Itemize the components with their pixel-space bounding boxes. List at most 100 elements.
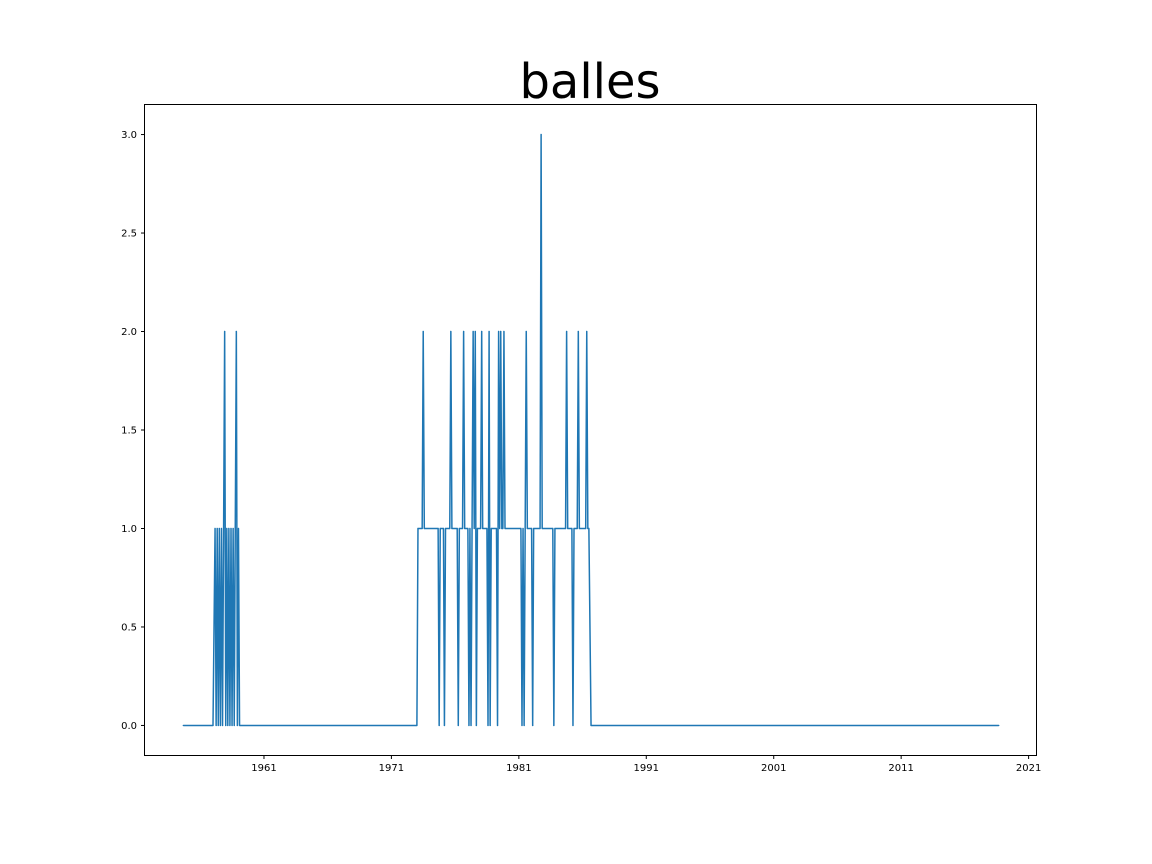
x-tick-label: 1971: [379, 763, 404, 774]
data-point: [216, 527, 218, 530]
y-tick-label: 1.5: [121, 426, 137, 437]
data-point: [221, 724, 224, 727]
data-point: [573, 527, 575, 530]
data-point: [480, 527, 482, 530]
data-point: [421, 527, 423, 530]
data-point: [224, 330, 226, 333]
x-axis: 1961 1971 1981 1991 2001 2011 2021: [251, 755, 1041, 774]
x-tick-label: 1981: [506, 763, 531, 774]
data-point: [523, 724, 525, 727]
x-tick-label: 2021: [1016, 763, 1041, 774]
data-point: [422, 330, 424, 333]
data-point: [233, 724, 235, 727]
data-point: [443, 724, 446, 727]
data-point: [541, 527, 543, 530]
data-point: [578, 527, 580, 530]
data-point: [552, 527, 554, 530]
data-point: [231, 724, 233, 727]
data-point: [450, 330, 452, 333]
data-point: [499, 527, 501, 530]
data-point: [553, 724, 555, 727]
data-point: [417, 527, 419, 530]
data-point: [226, 527, 228, 530]
data-point: [475, 724, 477, 727]
data-point: [572, 724, 574, 727]
data-point: [469, 527, 471, 530]
y-tick-label: 3.0: [121, 130, 137, 141]
data-point: [214, 527, 216, 530]
data-point: [444, 527, 447, 530]
data-point: [586, 330, 588, 333]
data-point: [464, 527, 466, 530]
data-point: [456, 527, 458, 530]
data-point: [471, 527, 473, 530]
data-point: [223, 527, 225, 530]
data-point: [473, 527, 475, 530]
y-tick-label: 2.0: [121, 327, 137, 338]
data-point: [487, 724, 489, 727]
data-point: [416, 724, 418, 727]
data-point: [566, 330, 568, 333]
data-point: [232, 527, 234, 530]
data-point: [521, 724, 523, 727]
data-point: [461, 527, 464, 530]
data-point: [496, 724, 499, 727]
data-point: [215, 724, 217, 727]
data-point: [470, 724, 472, 727]
data-point: [503, 330, 505, 333]
y-tick-label: 2.5: [121, 229, 137, 240]
data-point: [571, 527, 573, 530]
data-point: [227, 724, 229, 727]
data-point: [476, 527, 478, 530]
data-point: [218, 527, 220, 530]
data-point: [225, 724, 227, 727]
data-point: [490, 527, 492, 530]
chart-title: balles: [519, 54, 660, 110]
data-point: [439, 527, 441, 530]
series-layer: [182, 133, 1000, 727]
data-point: [525, 330, 527, 333]
data-point: [564, 527, 567, 530]
data-point: [532, 724, 534, 727]
data-point: [230, 527, 232, 530]
data-point: [229, 724, 231, 727]
data-point: [463, 330, 465, 333]
data-point: [442, 527, 445, 530]
data-point: [451, 527, 453, 530]
data-point: [539, 527, 541, 530]
data-point: [498, 330, 500, 333]
data-point: [458, 527, 460, 530]
data-point: [423, 527, 425, 530]
data-point: [520, 527, 522, 530]
series-line: [183, 133, 999, 727]
data-point: [237, 527, 240, 530]
y-tick-label: 0.0: [121, 721, 137, 732]
data-point: [486, 527, 488, 530]
data-point: [217, 724, 219, 727]
data-point: [576, 527, 578, 530]
data-point: [234, 527, 236, 530]
data-point: [449, 527, 451, 530]
data-point: [533, 527, 535, 530]
data-point: [554, 527, 556, 530]
data-point: [540, 133, 542, 136]
data-point: [501, 527, 503, 530]
x-tick-label: 1991: [634, 763, 659, 774]
data-point: [495, 527, 498, 530]
data-point: [467, 527, 469, 530]
data-point: [577, 330, 579, 333]
y-axis: 0.0 0.5 1.0 1.5 2.0 2.5 3.0: [121, 130, 145, 732]
data-point: [590, 724, 592, 727]
data-point: [182, 724, 184, 727]
data-point: [588, 527, 590, 530]
data-point: [500, 330, 502, 333]
data-point: [474, 330, 476, 333]
data-point: [235, 330, 237, 333]
data-point: [522, 527, 524, 530]
data-point: [524, 527, 526, 530]
data-point: [472, 330, 474, 333]
data-point: [438, 724, 440, 727]
data-point: [468, 724, 470, 727]
data-point: [482, 527, 484, 530]
